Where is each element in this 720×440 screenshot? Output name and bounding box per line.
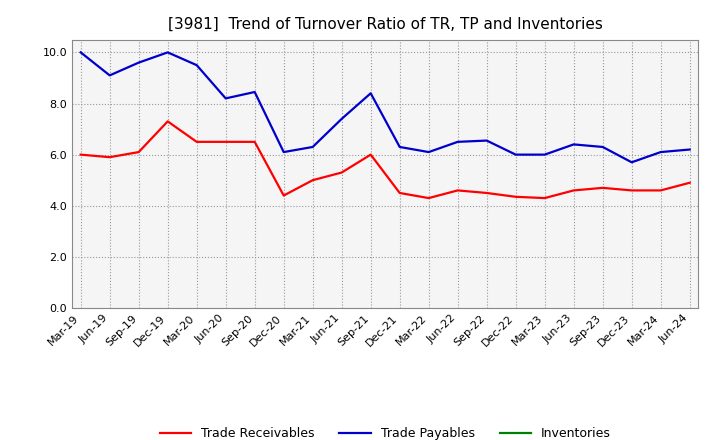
Trade Receivables <box>221 139 230 144</box>
Trade Receivables <box>251 139 259 144</box>
Trade Receivables <box>279 193 288 198</box>
Trade Receivables <box>482 191 491 196</box>
Trade Payables <box>338 116 346 121</box>
Trade Payables <box>163 50 172 55</box>
Trade Receivables <box>76 152 85 157</box>
Trade Payables <box>105 73 114 78</box>
Trade Receivables <box>541 195 549 201</box>
Trade Payables <box>251 89 259 95</box>
Trade Receivables <box>192 139 201 144</box>
Trade Receivables <box>105 154 114 160</box>
Trade Receivables <box>598 185 607 191</box>
Line: Trade Receivables: Trade Receivables <box>81 121 690 198</box>
Trade Receivables <box>511 194 520 199</box>
Trade Receivables <box>570 188 578 193</box>
Trade Payables <box>685 147 694 152</box>
Trade Payables <box>279 150 288 155</box>
Trade Payables <box>482 138 491 143</box>
Title: [3981]  Trend of Turnover Ratio of TR, TP and Inventories: [3981] Trend of Turnover Ratio of TR, TP… <box>168 16 603 32</box>
Trade Payables <box>511 152 520 157</box>
Trade Payables <box>570 142 578 147</box>
Trade Receivables <box>308 178 317 183</box>
Trade Receivables <box>685 180 694 185</box>
Trade Payables <box>192 62 201 68</box>
Trade Receivables <box>424 195 433 201</box>
Trade Receivables <box>135 150 143 155</box>
Trade Payables <box>366 91 375 96</box>
Trade Receivables <box>163 119 172 124</box>
Trade Payables <box>454 139 462 144</box>
Trade Receivables <box>454 188 462 193</box>
Trade Payables <box>221 96 230 101</box>
Trade Payables <box>395 144 404 150</box>
Trade Receivables <box>338 170 346 175</box>
Trade Payables <box>657 150 665 155</box>
Trade Payables <box>308 144 317 150</box>
Line: Trade Payables: Trade Payables <box>81 52 690 162</box>
Trade Payables <box>424 150 433 155</box>
Legend: Trade Receivables, Trade Payables, Inventories: Trade Receivables, Trade Payables, Inven… <box>160 427 611 440</box>
Trade Receivables <box>657 188 665 193</box>
Trade Payables <box>76 50 85 55</box>
Trade Receivables <box>627 188 636 193</box>
Trade Payables <box>135 60 143 65</box>
Trade Payables <box>541 152 549 157</box>
Trade Receivables <box>366 152 375 157</box>
Trade Payables <box>627 160 636 165</box>
Trade Receivables <box>395 191 404 196</box>
Trade Payables <box>598 144 607 150</box>
